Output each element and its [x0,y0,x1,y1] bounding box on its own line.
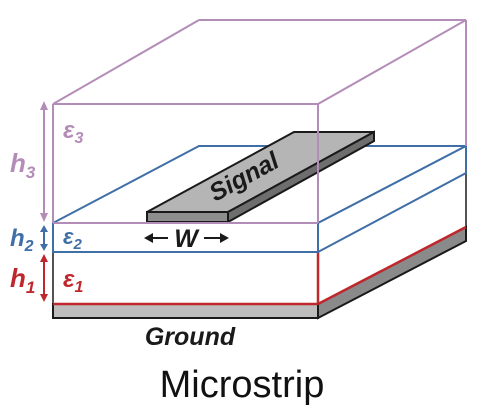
eps1-label: ε1 [63,266,83,296]
width-arrow-head-left [144,233,153,243]
h3-arrow-head-bottom [40,213,48,222]
h3-label: h3 [10,148,36,182]
h2-label: h2 [10,225,34,255]
h1-arrow-head-bottom [40,294,48,302]
layer2-side-face [317,144,467,254]
ground-front-face [52,303,319,319]
signal-front-face [146,211,229,223]
dielectric-layer-1 [52,171,467,306]
layer1-front-face [52,251,319,305]
h1-label: h1 [10,263,35,297]
h3-arrow-head-top [40,101,48,110]
box-top-right-depth [317,19,467,105]
diagram-title: Microstrip [160,364,325,406]
ground-label: Ground [145,323,236,351]
box-top-left-depth [52,19,200,105]
height-arrows [40,101,48,302]
h2-arrow-head-top [40,225,48,232]
eps2-label: ε2 [63,224,83,253]
width-dimension: W [144,225,229,253]
h2-arrow-head-bottom [40,244,48,251]
eps3-label: ε3 [63,117,83,147]
layer1-side-bottom-edge [317,225,467,306]
signal-side-face [227,130,375,224]
dielectric-region-3-box [52,19,467,224]
width-label: W [174,225,200,253]
width-arrow-head-right [220,233,229,243]
h1-arrow-head-top [40,254,48,262]
